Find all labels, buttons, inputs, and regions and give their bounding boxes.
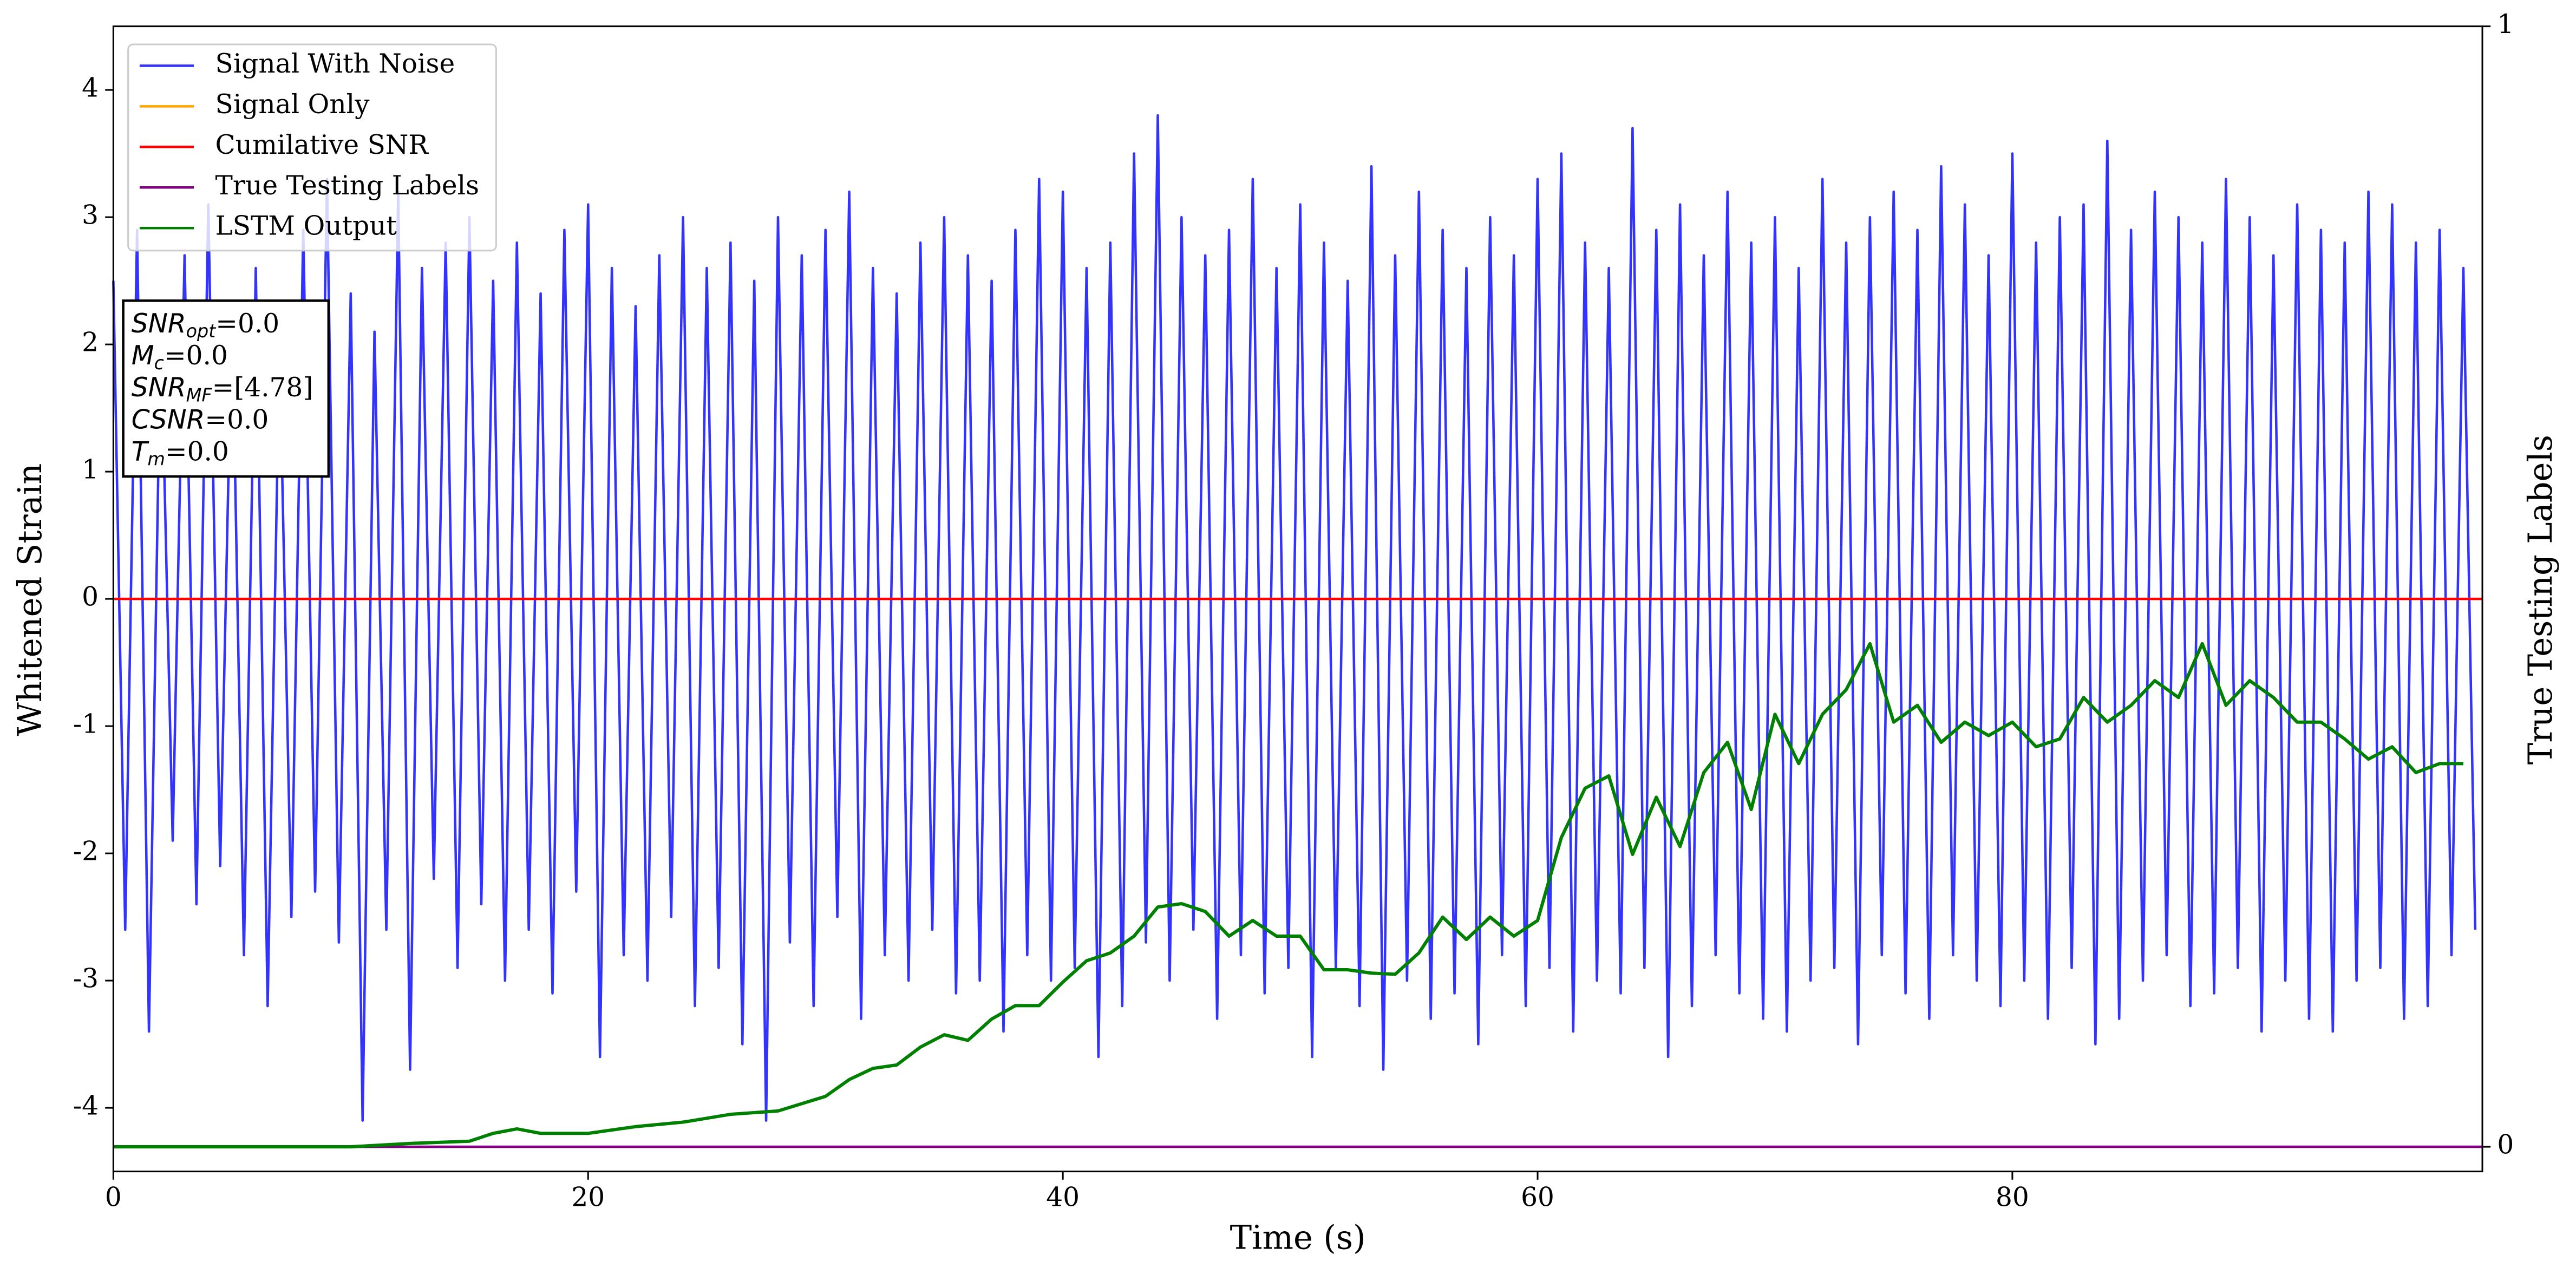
legend-label: True Testing Labels — [215, 171, 480, 201]
annotation-symbol: T — [132, 437, 149, 467]
x-tick-label: 60 — [1521, 1182, 1554, 1213]
x-tick-label: 0 — [105, 1182, 122, 1213]
annotation-line: Mc=0.0 — [132, 341, 228, 374]
y-tick-label: 0 — [82, 582, 99, 612]
y2-tick-label: 1 — [2497, 9, 2514, 40]
y-tick-label: -2 — [73, 837, 99, 867]
legend-box — [127, 43, 497, 252]
annotation-value: =[4.78] — [212, 373, 313, 403]
annotation-subscript: c — [154, 352, 164, 374]
y-tick-label: 2 — [82, 328, 99, 358]
plot-frame — [112, 25, 2483, 1173]
series-line — [113, 642, 2463, 1149]
y-axis-label: Whitened Strain — [11, 463, 49, 736]
annotation-value: =0.0 — [205, 404, 269, 435]
y-tick-label: 3 — [82, 200, 99, 231]
legend-label: Signal Only — [215, 89, 370, 120]
x-tick-label: 80 — [1996, 1182, 2029, 1213]
series-line — [112, 114, 2477, 1122]
y-tick-label: -3 — [73, 964, 99, 994]
annotation-line: SNRMF=[4.78] — [132, 373, 313, 406]
annotation-subscript: m — [147, 448, 165, 469]
annotation-subscript: MF — [186, 384, 213, 406]
annotation-symbol: SNR — [132, 309, 186, 339]
y-tick-label: -1 — [73, 709, 99, 740]
annotation-symbol: SNR — [132, 373, 186, 403]
annotation-value: =0.0 — [164, 341, 228, 371]
x-axis-label: Time (s) — [1230, 1219, 1366, 1257]
annotation-value: =0.0 — [165, 436, 229, 467]
legend-label: Cumilative SNR — [215, 130, 429, 160]
annotation-box — [122, 299, 330, 478]
annotation-symbol: CSNR — [132, 404, 205, 435]
annotation-symbol: M — [132, 341, 154, 371]
y2-axis-label: True Testing Labels — [2522, 435, 2560, 765]
annotation-line: CSNR=0.0 — [132, 404, 269, 435]
legend-label: Signal With Noise — [215, 49, 455, 79]
annotation-line: Tm=0.0 — [132, 436, 229, 469]
annotation-value: =0.0 — [215, 308, 279, 338]
x-tick-label: 20 — [571, 1182, 605, 1213]
annotation-subscript: opt — [186, 321, 217, 342]
y-tick-label: 1 — [82, 455, 99, 485]
y2-tick-label: 0 — [2497, 1130, 2514, 1160]
legend-label: LSTM Output — [215, 211, 397, 241]
y-tick-label: -4 — [73, 1091, 99, 1121]
annotation-line: SNRopt=0.0 — [132, 308, 279, 341]
y-tick-label: 4 — [82, 73, 99, 103]
x-tick-label: 40 — [1046, 1182, 1080, 1213]
